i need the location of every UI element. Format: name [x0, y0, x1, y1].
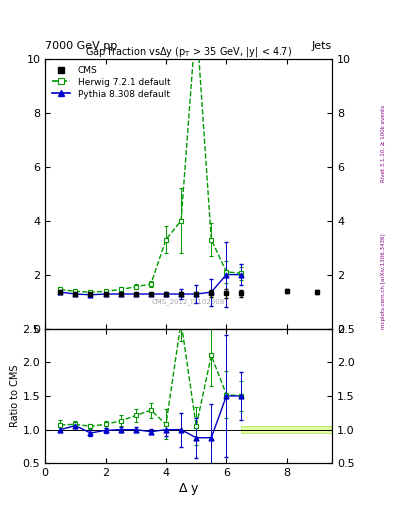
Legend: CMS, Herwig 7.2.1 default, Pythia 8.308 default: CMS, Herwig 7.2.1 default, Pythia 8.308 … — [50, 63, 173, 101]
Title: Gap fraction vs$\Delta$y (p$_{\rm T}$ > 35 GeV, |y| < 4.7): Gap fraction vs$\Delta$y (p$_{\rm T}$ > … — [85, 45, 292, 59]
Y-axis label: Ratio to CMS: Ratio to CMS — [10, 365, 20, 427]
Text: Rivet 3.1.10, ≥ 100k events: Rivet 3.1.10, ≥ 100k events — [381, 105, 386, 182]
Text: Jets: Jets — [312, 41, 332, 51]
Text: CMS_2012_I1102908: CMS_2012_I1102908 — [152, 298, 225, 305]
Text: mcplots.cern.ch [arXiv:1306.3436]: mcplots.cern.ch [arXiv:1306.3436] — [381, 234, 386, 329]
X-axis label: $\Delta$ y: $\Delta$ y — [178, 481, 199, 497]
Text: 7000 GeV pp: 7000 GeV pp — [45, 41, 118, 51]
